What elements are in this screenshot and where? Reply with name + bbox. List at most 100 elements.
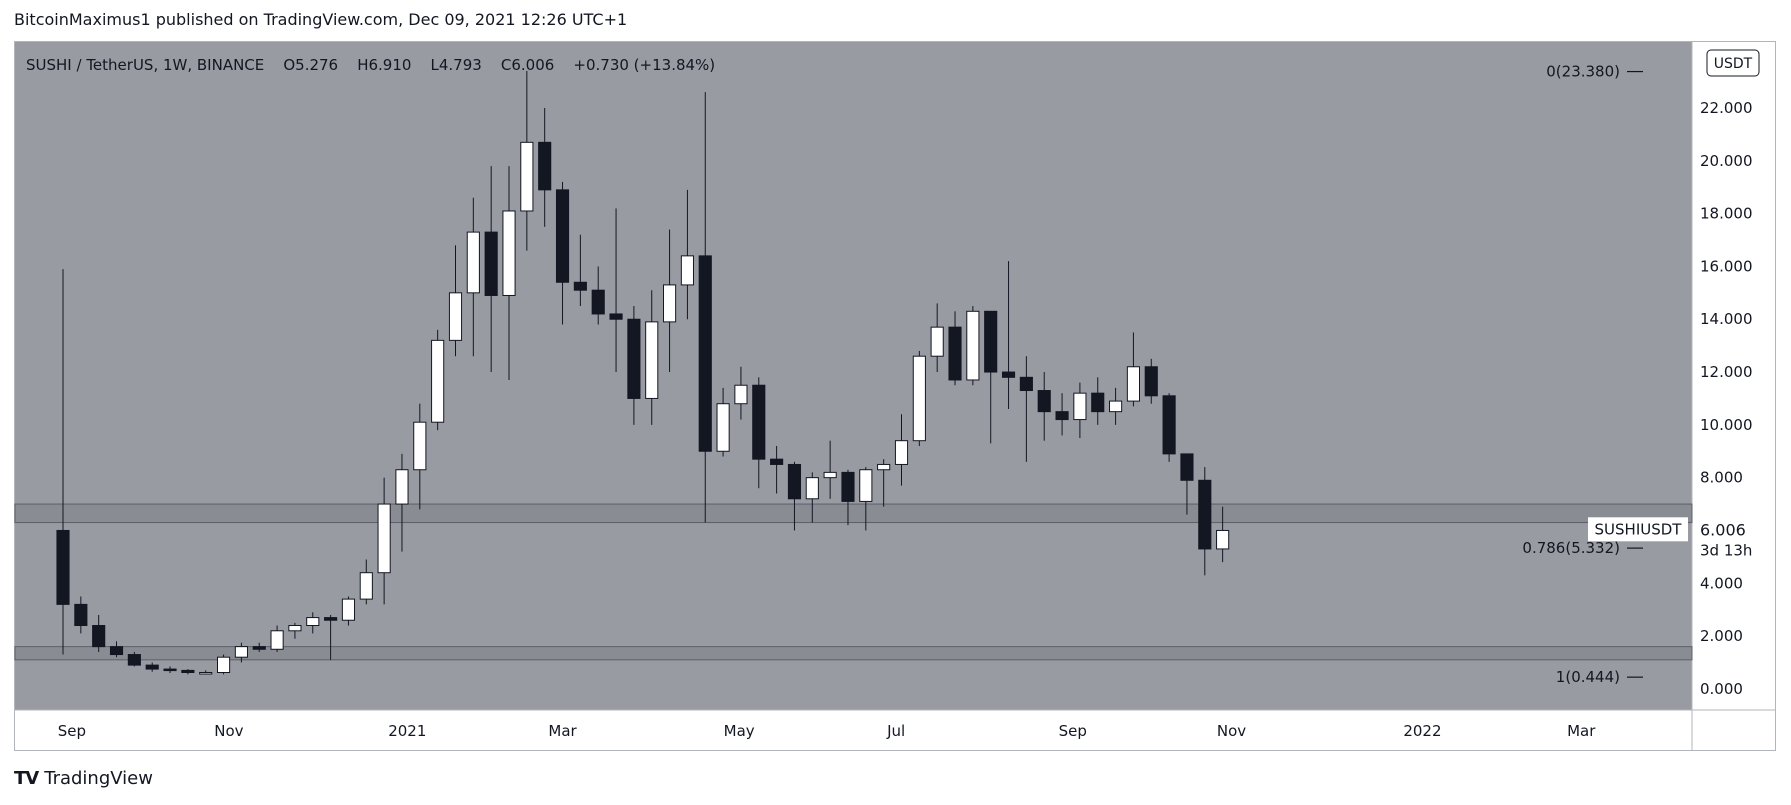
- candle-body: [163, 668, 177, 672]
- plot-background: [15, 42, 1692, 710]
- x-tick-label: 2021: [388, 722, 426, 740]
- candle-body: [663, 284, 677, 323]
- candle-body: [1144, 366, 1158, 397]
- candle-body: [1216, 529, 1230, 550]
- candle-body: [680, 255, 694, 286]
- fib-label-2: 1(0.444): [1556, 668, 1620, 686]
- candle-body: [270, 630, 284, 650]
- y-tick-label: 8.000: [1700, 469, 1743, 487]
- x-tick-label: Sep: [58, 722, 86, 740]
- candle-body: [734, 384, 748, 405]
- tradingview-brand: TradingView: [44, 768, 153, 789]
- candle-body: [448, 292, 463, 341]
- candle-body: [74, 603, 88, 627]
- candle-body: [234, 646, 248, 658]
- candle-body: [92, 625, 106, 648]
- candle-body: [1109, 400, 1123, 413]
- fib-label-1: 0.786(5.332): [1522, 539, 1620, 557]
- currency-label: USDT: [1714, 56, 1753, 72]
- candle-body: [1126, 366, 1140, 402]
- candle-body: [787, 463, 802, 500]
- candle-body: [573, 281, 587, 291]
- published-header: BitcoinMaximus1 published on TradingView…: [14, 10, 628, 29]
- candle-body: [216, 656, 231, 674]
- y-tick-label: 18.000: [1700, 205, 1753, 223]
- candle-body: [627, 318, 641, 399]
- open-value: 5.276: [295, 56, 339, 74]
- x-tick-label: May: [724, 722, 755, 740]
- candle-body: [859, 469, 873, 502]
- x-tick-label: Mar: [1567, 722, 1596, 740]
- candle-body: [591, 289, 605, 315]
- symbol-label: SUSHI / TetherUS, 1W, BINANCE: [26, 56, 265, 74]
- candle-body: [1055, 411, 1069, 421]
- y-tick-label: 22.000: [1700, 99, 1753, 117]
- y-tick-label: 4.000: [1700, 574, 1743, 592]
- ohlc-legend: SUSHI / TetherUS, 1W, BINANCE O5.276 H6.…: [26, 56, 715, 74]
- price-tag-symbol: SUSHIUSDT: [1595, 520, 1683, 538]
- candle-body: [752, 384, 766, 460]
- candle-body: [645, 321, 659, 399]
- support-zone-0: [14, 503, 1693, 524]
- candle-body: [109, 646, 124, 656]
- candle-body: [984, 310, 998, 373]
- x-tick-label: Mar: [548, 722, 577, 740]
- currency-badge: [1706, 49, 1760, 77]
- x-tick-label: 2022: [1403, 722, 1441, 740]
- candle-body: [805, 477, 819, 500]
- price-tag-value-box: [1694, 517, 1770, 560]
- close-label: C: [500, 56, 512, 74]
- candle-body: [395, 469, 409, 505]
- candle-body: [377, 503, 391, 574]
- price-tag-price: 6.006: [1700, 520, 1746, 539]
- candle-body: [894, 440, 909, 465]
- x-tick-label: Nov: [214, 722, 243, 740]
- candle-body: [1091, 392, 1105, 413]
- candle-body: [877, 463, 891, 471]
- candle-body: [56, 529, 70, 605]
- candle-body: [770, 458, 784, 465]
- high-value: 6.910: [368, 56, 412, 74]
- candle-body: [502, 210, 516, 296]
- candle-body: [431, 339, 445, 423]
- candle-body: [1019, 376, 1033, 392]
- candle-body: [698, 255, 712, 452]
- y-tick-label: 12.000: [1700, 363, 1753, 381]
- candle-body: [538, 141, 552, 191]
- candle-body: [716, 403, 730, 452]
- candle-body: [324, 617, 338, 621]
- support-zone-1: [14, 646, 1693, 661]
- fib-label-0: 0(23.380): [1546, 63, 1620, 81]
- candle-body: [306, 617, 320, 627]
- candle-body: [288, 625, 302, 632]
- price-tag-symbol-box: [1588, 517, 1688, 542]
- candle-body: [127, 654, 141, 666]
- candle-body: [841, 471, 855, 502]
- change-value: +0.730 (+13.84%): [573, 56, 716, 74]
- price-axis-background: [1692, 42, 1775, 710]
- y-tick-label: 14.000: [1700, 310, 1753, 328]
- candle-body: [520, 141, 534, 212]
- candle-body: [912, 355, 926, 442]
- candle-body: [1198, 479, 1212, 550]
- y-tick-label: 16.000: [1700, 257, 1753, 275]
- candle-body: [413, 421, 427, 471]
- candle-body: [555, 189, 570, 283]
- candle-body: [341, 598, 356, 621]
- y-tick-label: 10.000: [1700, 416, 1753, 434]
- high-label: H: [357, 56, 369, 74]
- candle-body: [145, 664, 159, 670]
- candle-body: [181, 669, 195, 674]
- candle-body: [948, 326, 962, 381]
- y-tick-label: 2.000: [1700, 627, 1743, 645]
- open-label: O: [283, 56, 296, 74]
- candle-body: [609, 313, 623, 320]
- candle-body: [199, 672, 213, 675]
- tradingview-footer[interactable]: TV TradingView: [14, 768, 153, 789]
- candle-body: [484, 231, 498, 296]
- candle-body: [1162, 395, 1176, 455]
- candle-body: [930, 326, 944, 357]
- close-value: 6.006: [511, 56, 555, 74]
- price-tag-countdown: 3d 13h: [1700, 541, 1752, 559]
